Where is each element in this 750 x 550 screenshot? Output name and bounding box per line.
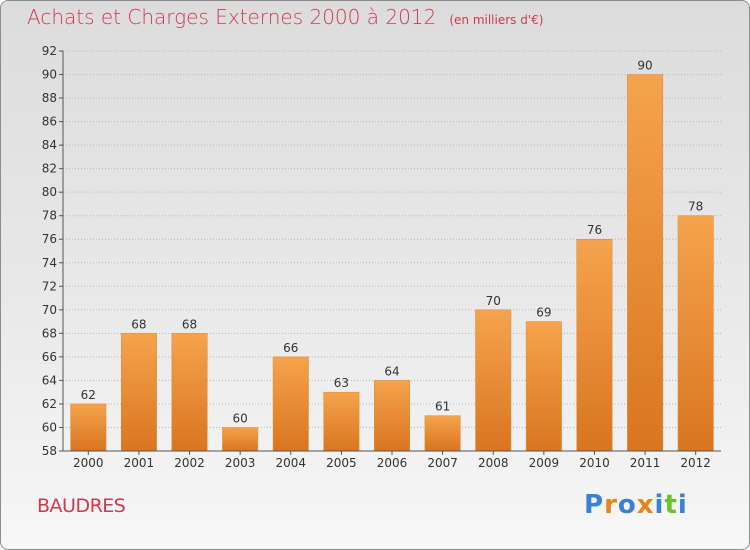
x-tick-label-2006: 2006 [377,456,408,470]
x-tick-label-2009: 2009 [529,456,560,470]
logo-letter-5: t [664,490,678,520]
bar-2011 [627,74,664,452]
bar-2005 [323,391,360,452]
y-tick-label-86: 86 [42,115,57,129]
y-tick-label-92: 92 [42,44,57,58]
data-label-2000: 62 [81,388,96,402]
x-tick-label-2008: 2008 [478,456,509,470]
x-tick-label-2001: 2001 [124,456,155,470]
chart-unit-text: (en milliers d'€) [449,13,544,27]
y-axis: 58 60 62 64 66 68 70 72 74 76 78 80 82 84 86 88 90 92 [42,44,64,458]
data-label-2001: 68 [131,317,146,331]
bar-2004 [272,356,309,452]
y-tick-label-60: 60 [42,420,57,434]
bar-2002 [171,333,208,452]
x-tick-label-2004: 2004 [275,456,306,470]
data-label-2009: 69 [536,306,551,320]
y-tick-label-72: 72 [42,279,57,293]
x-tick-label-2003: 2003 [225,456,256,470]
data-label-2004: 66 [283,341,298,355]
y-tick-label-70: 70 [42,303,57,317]
x-axis: 2000 2001 2002 2003 2004 2005 2006 2007 2008 2009… [63,450,721,470]
chart-title: Achats et Charges Externes 2000 à 2012 (… [27,5,543,29]
bar-2012 [677,215,714,452]
bar-2001 [120,333,157,452]
y-tick-label-58: 58 [42,444,57,458]
y-tick-label-90: 90 [42,68,57,82]
data-label-2006: 64 [384,364,399,378]
data-label-2010: 76 [587,223,602,237]
data-label-2007: 61 [435,400,450,414]
data-label-2008: 70 [486,294,501,308]
data-label-2011: 90 [637,59,652,73]
data-label-2005: 63 [334,376,349,390]
x-tick-label-2012: 2012 [680,456,711,470]
y-tick-label-76: 76 [42,232,57,246]
x-tick-label-2010: 2010 [579,456,610,470]
data-label-2003: 60 [233,411,248,425]
bar-2003 [222,427,259,452]
y-tick-label-64: 64 [42,373,57,387]
x-tick-label-2011: 2011 [630,456,661,470]
y-tick-label-66: 66 [42,350,57,364]
y-tick-label-84: 84 [42,138,57,152]
data-label-2012: 78 [688,200,703,214]
logo-letter-3: x [636,490,655,520]
y-tick-label-82: 82 [42,162,57,176]
y-tick-label-62: 62 [42,397,57,411]
chart-title-text: Achats et Charges Externes 2000 à 2012 [27,5,437,29]
bars: 62 68 68 60 66 63 64 61 70 69 76 90 78 [70,59,714,452]
data-label-2002: 68 [182,317,197,331]
logo-letter-2: o [617,490,637,520]
bar-2007 [424,415,461,452]
x-tick-label-2000: 2000 [73,456,104,470]
commune-name: BAUDRES [37,495,126,517]
logo-letter-1: r [604,490,618,520]
y-tick-label-74: 74 [42,256,57,270]
bar-2010 [576,238,613,452]
x-tick-label-2002: 2002 [174,456,205,470]
y-tick-label-78: 78 [42,209,57,223]
bar-2009 [525,321,562,452]
bar-2000 [70,403,107,452]
proxiti-logo[interactable]: Proxiti [584,490,688,520]
bar-2006 [374,380,410,452]
bar-2008 [475,309,512,452]
logo-letter-6: i [677,490,688,520]
logo-letter-4: i [654,490,665,520]
x-tick-label-2007: 2007 [427,456,458,470]
y-tick-label-80: 80 [42,185,57,199]
logo-letter-0: P [584,490,605,520]
y-tick-label-88: 88 [42,91,57,105]
y-tick-label-68: 68 [42,326,57,340]
x-tick-label-2005: 2005 [326,456,357,470]
